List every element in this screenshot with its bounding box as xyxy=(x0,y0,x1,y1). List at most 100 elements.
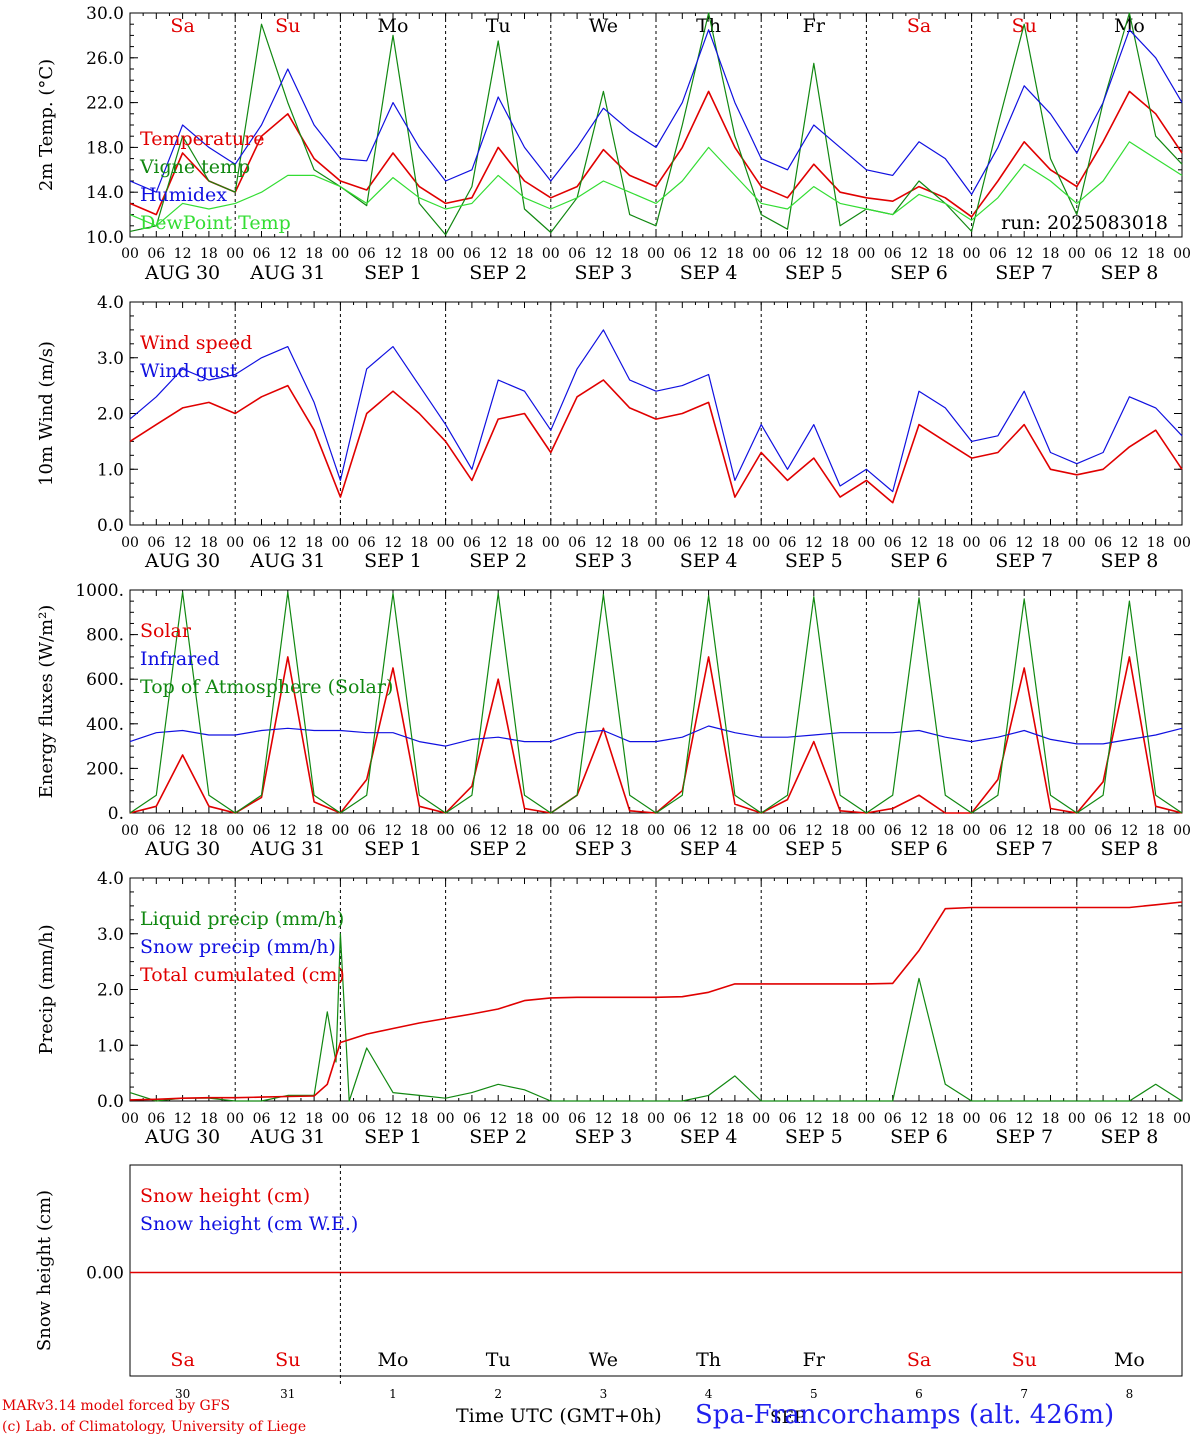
day-number-label: 1 xyxy=(389,1387,397,1401)
run-annotation: run: 2025083018 xyxy=(1001,212,1168,234)
date-label: AUG 30 xyxy=(144,1126,220,1148)
date-label: SEP 7 xyxy=(995,1126,1053,1148)
y-tick-label: 200. xyxy=(86,759,124,779)
series-line-humidex xyxy=(129,29,1183,195)
hour-tick-label: 00 xyxy=(963,1111,981,1127)
hour-tick-label: 00 xyxy=(331,823,349,839)
date-label: SEP 1 xyxy=(364,262,422,284)
hour-tick-label: 12 xyxy=(1015,823,1033,839)
hour-tick-label: 00 xyxy=(647,535,665,551)
date-label: SEP 5 xyxy=(785,262,843,284)
y-tick-label: 26.0 xyxy=(86,49,124,69)
legend-entry: Infrared xyxy=(140,648,220,670)
date-label: AUG 30 xyxy=(144,838,220,860)
hour-tick-label: 12 xyxy=(594,1111,612,1127)
legend-entry: DewPoint Temp xyxy=(140,212,291,234)
hour-tick-label: 06 xyxy=(463,246,481,262)
weekday-label: Su xyxy=(275,15,300,37)
panel-temperature: 10.0 14.0 18.0 22.0 26.0 30.0 2m Temp. (°C) 00 0… xyxy=(36,4,1191,284)
hour-tick-label: 06 xyxy=(884,535,902,551)
hour-tick-label: 06 xyxy=(358,535,376,551)
hour-tick-label: 12 xyxy=(700,823,718,839)
date-label: SEP 4 xyxy=(680,838,738,860)
hour-tick-label: 12 xyxy=(174,823,192,839)
hour-tick-label: 00 xyxy=(1173,535,1191,551)
hour-tick-label: 18 xyxy=(516,246,534,262)
hour-tick-label: 12 xyxy=(700,246,718,262)
hour-tick-label: 00 xyxy=(1173,823,1191,839)
weekday-label: Fr xyxy=(803,1349,826,1371)
y-tick-label: 1.0 xyxy=(97,460,124,480)
hour-tick-label: 12 xyxy=(594,823,612,839)
hour-tick-label: 12 xyxy=(279,535,297,551)
month-overlay-label: SEP xyxy=(770,1408,806,1428)
hour-tick-label: 00 xyxy=(331,535,349,551)
weekday-label: Fr xyxy=(803,15,826,37)
hour-tick-label: 18 xyxy=(410,1111,428,1127)
hour-tick-label: 00 xyxy=(331,246,349,262)
hour-tick-label: 18 xyxy=(726,246,744,262)
date-label: SEP 8 xyxy=(1100,838,1158,860)
legend-entry: Wind speed xyxy=(140,332,252,354)
hour-tick-label: 06 xyxy=(253,1111,271,1127)
y-tick-label: 3.0 xyxy=(97,925,124,945)
hour-tick-label: 12 xyxy=(910,535,928,551)
date-label: SEP 2 xyxy=(469,838,527,860)
panel-snow: 0.00 Snow height (cm) Snow height (cm) Snow… xyxy=(34,1164,1183,1401)
hour-tick-label: 18 xyxy=(936,1111,954,1127)
hour-tick-label: 12 xyxy=(384,246,402,262)
y-tick-label: 400. xyxy=(86,715,124,735)
weekday-label: Sa xyxy=(170,1349,194,1371)
y-tick-label: 18.0 xyxy=(86,138,124,158)
date-label: SEP 8 xyxy=(1100,262,1158,284)
day-number-label: 7 xyxy=(1020,1387,1028,1401)
hour-tick-label: 06 xyxy=(568,1111,586,1127)
hour-tick-label: 06 xyxy=(463,823,481,839)
hour-tick-label: 12 xyxy=(700,1111,718,1127)
legend-entry: Snow height (cm W.E.) xyxy=(140,1213,358,1235)
hour-tick-label: 06 xyxy=(989,823,1007,839)
hour-tick-label: 12 xyxy=(489,535,507,551)
legend-entry: Humidex xyxy=(140,184,227,206)
hour-tick-label: 00 xyxy=(437,246,455,262)
y-axis-label: Energy fluxes (W/m²) xyxy=(36,605,57,799)
y-tick-label: 600. xyxy=(86,670,124,690)
date-label: AUG 31 xyxy=(249,262,325,284)
hour-tick-label: 06 xyxy=(779,1111,797,1127)
hour-tick-label: 18 xyxy=(200,823,218,839)
hour-tick-label: 00 xyxy=(647,1111,665,1127)
hour-tick-label: 18 xyxy=(1147,535,1165,551)
y-tick-label: 0.00 xyxy=(86,1264,124,1284)
hour-tick-label: 12 xyxy=(279,246,297,262)
hour-tick-label: 12 xyxy=(279,1111,297,1127)
hour-tick-label: 12 xyxy=(805,535,823,551)
hour-tick-label: 00 xyxy=(857,1111,875,1127)
hour-tick-label: 00 xyxy=(226,535,244,551)
date-label: AUG 31 xyxy=(249,1126,325,1148)
panel-frame xyxy=(129,589,1183,814)
y-axis-label: Precip (mm/h) xyxy=(36,924,57,1054)
hour-tick-label: 06 xyxy=(1094,246,1112,262)
hour-tick-label: 00 xyxy=(542,535,560,551)
weekday-label: Mo xyxy=(378,15,409,37)
series-line-vigne-temp xyxy=(129,12,1183,236)
hour-tick-label: 18 xyxy=(831,823,849,839)
date-label: SEP 2 xyxy=(469,1126,527,1148)
day-number-label: 4 xyxy=(705,1387,713,1401)
date-label: SEP 3 xyxy=(574,1126,632,1148)
hour-tick-label: 18 xyxy=(1147,1111,1165,1127)
date-label: SEP 8 xyxy=(1100,1126,1158,1148)
date-label: SEP 2 xyxy=(469,550,527,572)
hour-tick-label: 18 xyxy=(410,535,428,551)
hour-tick-label: 06 xyxy=(147,246,165,262)
hour-tick-label: 00 xyxy=(1173,1111,1191,1127)
hour-tick-label: 06 xyxy=(253,535,271,551)
hour-tick-label: 06 xyxy=(884,1111,902,1127)
hour-tick-label: 06 xyxy=(1094,535,1112,551)
date-label: AUG 30 xyxy=(144,550,220,572)
day-number-label: 6 xyxy=(915,1387,923,1401)
hour-tick-label: 12 xyxy=(700,535,718,551)
hour-tick-label: 18 xyxy=(621,823,639,839)
y-tick-label: 2.0 xyxy=(97,405,124,425)
